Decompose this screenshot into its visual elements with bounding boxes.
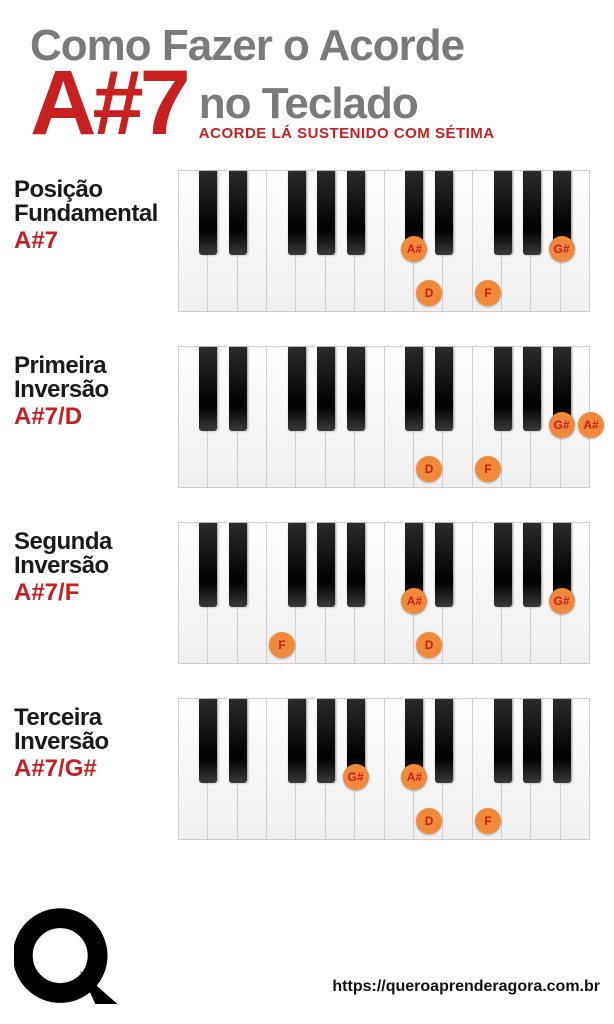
- white-key: [208, 523, 237, 663]
- row-title-1: Segunda: [14, 530, 170, 554]
- diagram-list: PosiçãoFundamentalA#7A#DFG#PrimeiraInver…: [0, 152, 614, 840]
- keyboard: DFG#A#: [178, 346, 590, 488]
- white-key: [326, 347, 355, 487]
- white-key: [238, 699, 267, 839]
- white-key: [296, 523, 325, 663]
- white-key: [385, 347, 414, 487]
- row-title-2: Inversão: [14, 730, 170, 754]
- white-key: [443, 523, 472, 663]
- row-label: SegundaInversãoA#7/F: [14, 522, 170, 605]
- note-dot: A#: [401, 236, 427, 262]
- title-row: A#7 no Teclado ACORDE LÁ SUSTENIDO COM S…: [30, 64, 584, 142]
- keyboard: A# D F G#: [178, 170, 590, 312]
- white-key: [355, 347, 384, 487]
- note-dot: F: [475, 456, 501, 482]
- row-label: TerceiraInversãoA#7/G#: [14, 698, 170, 781]
- white-key: [179, 699, 208, 839]
- white-key: [179, 523, 208, 663]
- white-key: [326, 523, 355, 663]
- note-dot: D: [416, 456, 442, 482]
- white-key: [208, 699, 237, 839]
- chord-row: TerceiraInversãoA#7/G# G# A# D F: [14, 698, 600, 840]
- row-title-2: Inversão: [14, 554, 170, 578]
- note-dot: G#: [549, 588, 575, 614]
- note-dot: D: [416, 632, 442, 658]
- note-dot: A#: [578, 412, 604, 438]
- white-key: [296, 699, 325, 839]
- white-key: [531, 699, 560, 839]
- white-key: [326, 171, 355, 311]
- note-dot: G#: [549, 412, 575, 438]
- white-key: [443, 347, 472, 487]
- note-dot: D: [416, 808, 442, 834]
- row-label: PosiçãoFundamentalA#7: [14, 170, 170, 253]
- white-key: [502, 699, 531, 839]
- white-key: [267, 699, 296, 839]
- header: Como Fazer o Acorde A#7 no Teclado ACORD…: [0, 0, 614, 152]
- note-dot: G#: [343, 764, 369, 790]
- chord-row: SegundaInversãoA#7/F F A# D G#: [14, 522, 600, 664]
- keyboard: G# A# D F: [178, 698, 590, 840]
- white-key: [355, 171, 384, 311]
- white-key: [561, 699, 589, 839]
- note-dot: A#: [401, 764, 427, 790]
- white-key: [443, 699, 472, 839]
- row-label: PrimeiraInversãoA#7/D: [14, 346, 170, 429]
- footer-url: https://queroaprenderagora.com.br: [332, 978, 600, 1004]
- note-dot: F: [475, 808, 501, 834]
- note-dot: F: [269, 632, 295, 658]
- row-chord-label: A#7/G#: [14, 756, 170, 781]
- row-title-1: Primeira: [14, 354, 170, 378]
- white-key: [267, 347, 296, 487]
- white-key: [502, 171, 531, 311]
- white-key: [238, 171, 267, 311]
- row-chord-label: A#7: [14, 228, 170, 253]
- white-key: [208, 347, 237, 487]
- white-key: [267, 171, 296, 311]
- title-line2: no Teclado: [199, 84, 495, 124]
- row-title-2: Inversão: [14, 378, 170, 402]
- white-key: [502, 523, 531, 663]
- white-key: [443, 171, 472, 311]
- note-dot: G#: [549, 236, 575, 262]
- row-title-1: Terceira: [14, 706, 170, 730]
- white-key: [179, 347, 208, 487]
- chord-row: PosiçãoFundamentalA#7 A# D F G#: [14, 170, 600, 312]
- chord-row: PrimeiraInversãoA#7/DDFG#A#: [14, 346, 600, 488]
- white-key: [238, 523, 267, 663]
- row-chord-label: A#7/D: [14, 404, 170, 429]
- white-key: [296, 347, 325, 487]
- note-dot: D: [416, 280, 442, 306]
- white-key: [208, 171, 237, 311]
- subtitle: ACORDE LÁ SUSTENIDO COM SÉTIMA: [199, 125, 495, 142]
- white-key: [238, 347, 267, 487]
- white-key: [502, 347, 531, 487]
- row-title-2: Fundamental: [14, 202, 170, 226]
- white-key: [355, 523, 384, 663]
- footer: https://queroaprenderagora.com.br: [14, 894, 600, 1004]
- white-key: [179, 171, 208, 311]
- note-dot: A#: [401, 588, 427, 614]
- row-title-1: Posição: [14, 178, 170, 202]
- logo-icon: [14, 894, 124, 1004]
- white-key: [473, 523, 502, 663]
- white-key: [296, 171, 325, 311]
- note-dot: F: [475, 280, 501, 306]
- keyboard: F A# D G#: [178, 522, 590, 664]
- row-chord-label: A#7/F: [14, 580, 170, 605]
- title-col2: no Teclado ACORDE LÁ SUSTENIDO COM SÉTIM…: [199, 84, 495, 143]
- chord-big: A#7: [30, 64, 187, 142]
